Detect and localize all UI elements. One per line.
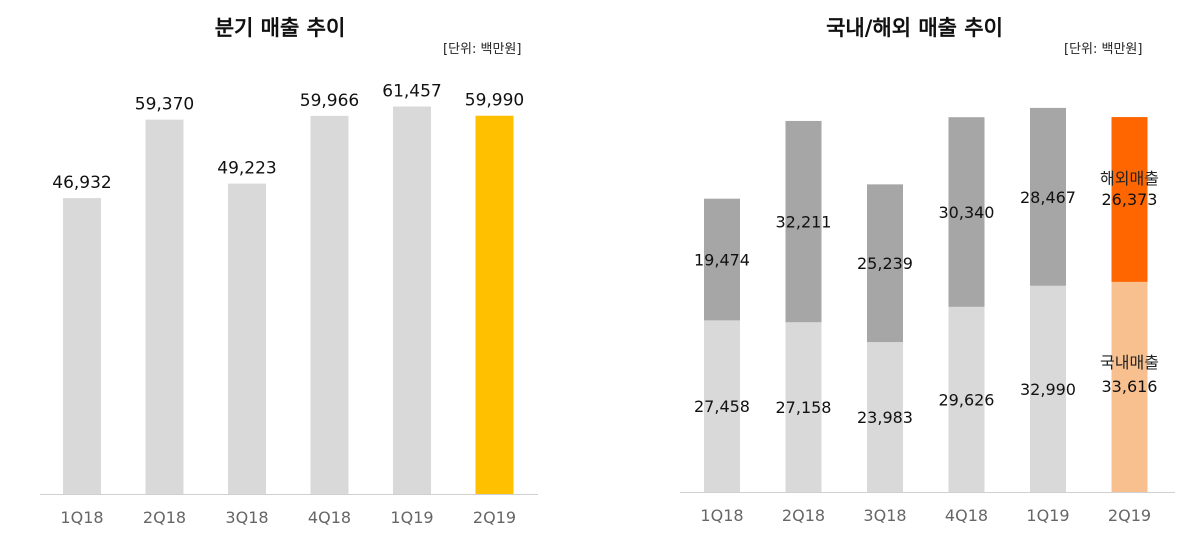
bar-domestic-4Q18 (948, 306, 985, 492)
bar-overseas-2Q18 (785, 120, 822, 323)
value-label-3Q18: 49,223 (217, 159, 276, 179)
bar-overseas-2Q19 (1111, 117, 1148, 282)
value-label-overseas-2Q18: 32,211 (776, 213, 832, 232)
chart-title: 분기 매출 추이 (214, 16, 346, 40)
value-label-domestic-1Q19: 32,990 (1020, 380, 1076, 399)
bar-domestic-1Q18 (704, 320, 740, 492)
tick-label-4Q18: 4Q18 (945, 506, 988, 525)
bar-1Q18 (63, 198, 101, 494)
value-label-overseas-2Q19: 26,373 (1102, 190, 1158, 209)
value-label-overseas-1Q18: 19,474 (694, 251, 750, 270)
tick-label-1Q18: 1Q18 (700, 506, 743, 525)
value-label-overseas-1Q19: 28,467 (1020, 188, 1076, 207)
value-label-4Q18: 59,966 (300, 91, 359, 111)
stacked-bar-chart-svg: 19,474 27,458 1Q18 32,211 27,158 2Q18 25,239 23… (680, 107, 1175, 525)
bar-3Q18 (228, 183, 266, 494)
bar-overseas-1Q19 (1030, 107, 1066, 286)
bar-domestic-1Q19 (1030, 285, 1066, 492)
tick-label-4Q18: 4Q18 (308, 508, 351, 527)
value-label-domestic-2Q18: 27,158 (776, 398, 832, 417)
bar-overseas-3Q18 (867, 184, 903, 343)
domestic-overseas-sales-chart: 국내/해외 매출 추이 [단위: 백만원] 19,474 27,458 1Q18 32… (640, 0, 1189, 542)
tick-label-1Q19: 1Q19 (390, 508, 433, 527)
tick-label-1Q18: 1Q18 (60, 508, 103, 527)
value-label-2Q18: 59,370 (135, 95, 194, 115)
value-label-1Q18: 46,932 (52, 173, 111, 193)
tick-label-2Q19: 2Q19 (473, 508, 516, 527)
unit-label: [단위: 백만원] (443, 42, 522, 57)
bar-2Q18 (145, 119, 184, 495)
bar-domestic-2Q19 (1111, 281, 1148, 492)
bar-overseas-4Q18 (948, 117, 985, 307)
value-label-domestic-1Q18: 27,458 (694, 397, 750, 416)
value-label-domestic-2Q19: 33,616 (1102, 377, 1158, 396)
chart-title: 국내/해외 매출 추이 (826, 16, 1003, 40)
tick-label-3Q18: 3Q18 (225, 508, 268, 527)
value-label-overseas-3Q18: 25,239 (857, 254, 913, 273)
series-label-overseas: 해외매출 (1100, 169, 1159, 188)
tick-label-2Q18: 2Q18 (782, 506, 825, 525)
tick-label-2Q18: 2Q18 (143, 508, 186, 527)
value-label-domestic-3Q18: 23,983 (857, 408, 913, 427)
bar-overseas-1Q18 (704, 198, 740, 321)
tick-label-2Q19: 2Q19 (1108, 506, 1151, 525)
bar-domestic-2Q18 (785, 322, 822, 492)
bar-2Q19 (475, 115, 514, 494)
bar-4Q18 (310, 115, 349, 495)
quarterly-sales-chart: 분기 매출 추이 [단위: 백만원] 46,932 1Q18 59,370 2Q18 4… (0, 0, 560, 542)
tick-label-1Q19: 1Q19 (1026, 506, 1069, 525)
value-label-2Q19: 59,990 (465, 91, 524, 111)
tick-label-3Q18: 3Q18 (863, 506, 906, 525)
value-label-1Q19: 61,457 (382, 81, 441, 101)
value-label-domestic-4Q18: 29,626 (939, 390, 995, 409)
unit-label: [단위: 백만원] (1064, 42, 1143, 57)
bar-chart-svg: 46,932 1Q18 59,370 2Q18 49,223 3Q18 59,966 4Q18… (40, 81, 538, 527)
bar-domestic-3Q18 (867, 342, 903, 492)
series-label-domestic: 국내매출 (1100, 353, 1159, 372)
bar-1Q19 (393, 106, 431, 495)
value-label-overseas-4Q18: 30,340 (939, 203, 995, 222)
